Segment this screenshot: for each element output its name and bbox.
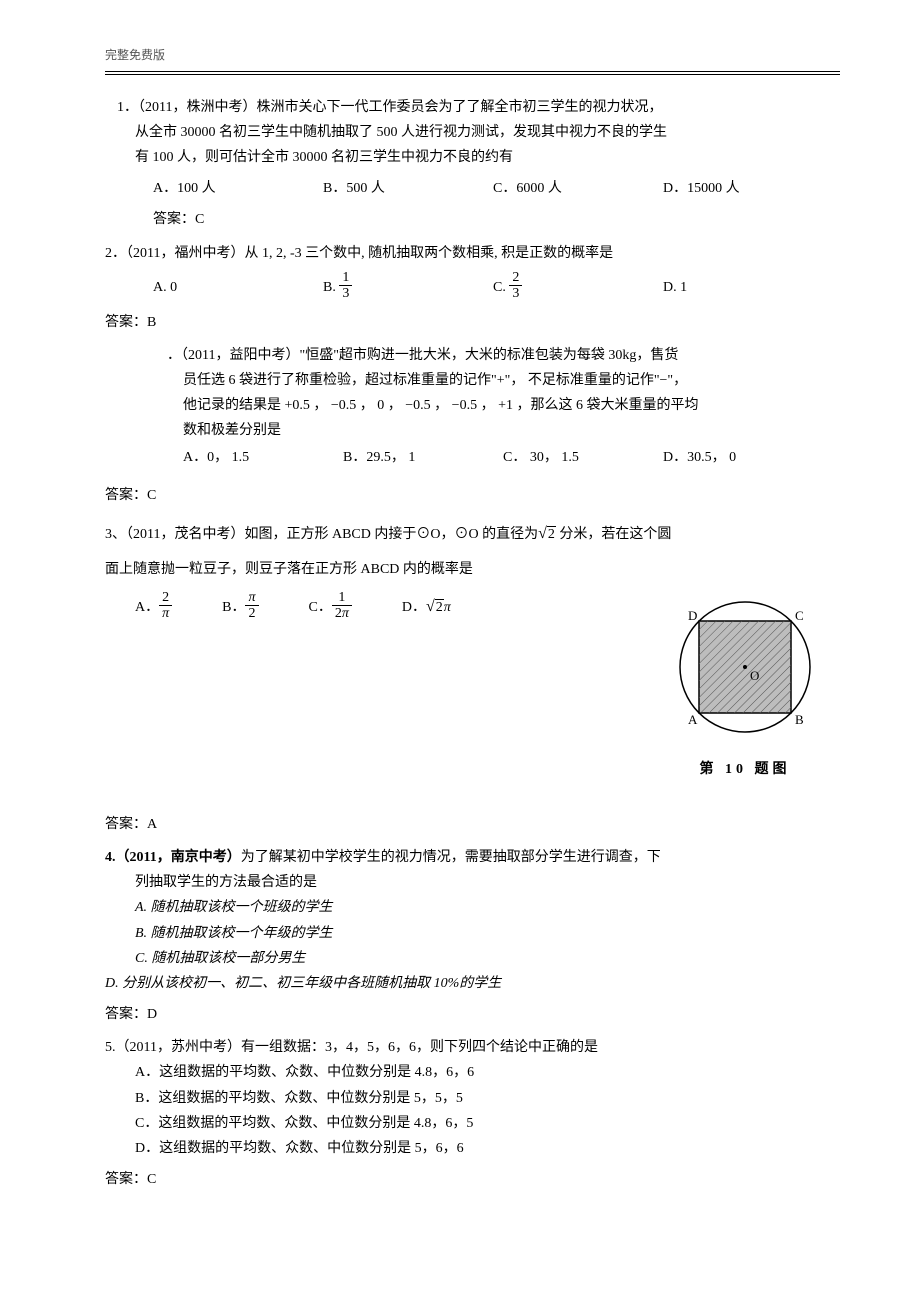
- qyy-opt-c: C． 30， 1.5: [503, 445, 663, 470]
- q2-opt-a: A. 0: [153, 275, 323, 300]
- q2-options: A. 0 B. 13 C. 23 D. 1: [105, 272, 840, 304]
- qyy-answer: 答案：C: [105, 483, 840, 508]
- q1-line3: 有 100 人，则可估计全市 30000 名初三学生中视力不良的约有: [105, 145, 840, 170]
- q4-opt-d: D. 分别从该校初一、初二、初三年级中各班随机抽取 10%的学生: [105, 971, 840, 996]
- circle-square-diagram-icon: D C A B O: [660, 592, 830, 742]
- q4-line1: 4.（2011，南京中考）为了解某初中学校学生的视力情况，需要抽取部分学生进行调…: [105, 845, 840, 870]
- q4-answer: 答案：D: [105, 1002, 840, 1027]
- label-A: A: [688, 712, 698, 727]
- question-1: 1．（2011，株洲中考）株洲市关心下一代工作委员会为了了解全市初三学生的视力状…: [105, 95, 840, 233]
- sqrt-icon: 2: [538, 520, 556, 549]
- page: 完整免费版 1．（2011，株洲中考）株洲市关心下一代工作委员会为了了解全市初三…: [0, 0, 920, 1302]
- q3-opt-c: C．12π: [309, 592, 352, 624]
- q1-answer: 答案：C: [105, 207, 840, 232]
- qyy-line4: 数和极差分别是: [105, 418, 840, 443]
- label-D: D: [688, 608, 697, 623]
- question-2: 2．（2011，福州中考）从 1, 2, -3 三个数中, 随机抽取两个数相乘,…: [105, 241, 840, 335]
- page-header: 完整免费版: [105, 45, 840, 67]
- q3-line1: 3、（2011，茂名中考）如图，正方形 ABCD 内接于⊙O，⊙O 的直径为2 …: [105, 520, 840, 549]
- q5-line1: 5.（2011，苏州中考）有一组数据：3，4，5，6，6，则下列四个结论中正确的…: [105, 1035, 840, 1060]
- q4-opt-c: C. 随机抽取该校一部分男生: [105, 946, 840, 971]
- q2-opt-b-pre: B.: [323, 280, 339, 295]
- fraction-icon: π2: [245, 590, 258, 622]
- q4-opt-b: B. 随机抽取该校一个年级的学生: [105, 921, 840, 946]
- header-rule-bottom: [105, 74, 840, 75]
- qyy-line2: 员任选 6 袋进行了称重检验，超过标准重量的记作"+"， 不足标准重量的记作"−…: [105, 368, 840, 393]
- q5-answer: 答案：C: [105, 1167, 840, 1192]
- q1-opt-c: C．6000 人: [493, 176, 663, 201]
- label-C: C: [795, 608, 804, 623]
- q3-opt-d: D．2π: [402, 593, 451, 622]
- q2-opt-b: B. 13: [323, 272, 493, 304]
- q4-line2: 列抽取学生的方法最合适的是: [105, 870, 840, 895]
- question-5: 5.（2011，苏州中考）有一组数据：3，4，5，6，6，则下列四个结论中正确的…: [105, 1035, 840, 1192]
- question-4: 4.（2011，南京中考）为了解某初中学校学生的视力情况，需要抽取部分学生进行调…: [105, 845, 840, 1027]
- q3-opt-a: A．2π: [135, 592, 172, 624]
- qyy-line3: 他记录的结果是 +0.5 ， −0.5 ， 0 ， −0.5 ， −0.5 ， …: [105, 393, 840, 418]
- q1-line1: 1．（2011，株洲中考）株洲市关心下一代工作委员会为了了解全市初三学生的视力状…: [105, 95, 840, 120]
- q1-opt-d: D．15000 人: [663, 176, 833, 201]
- q3-figure: D C A B O 第 10 题图: [660, 592, 830, 782]
- header-rule-top: [105, 71, 840, 72]
- q3-figure-caption: 第 10 题图: [660, 757, 830, 782]
- q1-opt-a: A．100 人: [153, 176, 323, 201]
- q3-line1b: 分米，若在这个圆: [559, 527, 671, 542]
- q5-opt-d: D．这组数据的平均数、众数、中位数分别是 5，6，6: [105, 1136, 840, 1161]
- fraction-icon: 23: [509, 270, 522, 302]
- qyy-opt-a: A．0， 1.5: [183, 445, 343, 470]
- q2-opt-c-pre: C.: [493, 280, 509, 295]
- fraction-icon: 13: [339, 270, 352, 302]
- label-O: O: [750, 668, 759, 683]
- q5-opt-c: C．这组数据的平均数、众数、中位数分别是 4.8，6，5: [105, 1111, 840, 1136]
- sqrt-icon: 2: [426, 593, 444, 622]
- question-yiyang: ．（2011，益阳中考）"恒盛"超市购进一批大米，大米的标准包装为每袋 30kg…: [105, 343, 840, 508]
- q2-line1: 2．（2011，福州中考）从 1, 2, -3 三个数中, 随机抽取两个数相乘,…: [105, 241, 840, 266]
- q3-line2: 面上随意抛一粒豆子，则豆子落在正方形 ABCD 内的概率是: [105, 557, 840, 582]
- q3-line1a: 3、（2011，茂名中考）如图，正方形 ABCD 内接于⊙O，⊙O 的直径为: [105, 527, 538, 542]
- q1-options: A．100 人 B．500 人 C．6000 人 D．15000 人: [105, 176, 840, 201]
- q2-answer: 答案：B: [105, 310, 840, 335]
- q3-figure-wrap: A．2π B．π2 C．12π D．2π: [105, 592, 840, 772]
- qyy-opt-b: B．29.5， 1: [343, 445, 503, 470]
- q5-opt-a: A．这组数据的平均数、众数、中位数分别是 4.8，6，6: [105, 1060, 840, 1085]
- q3-answer: 答案：A: [105, 812, 840, 837]
- q4-opt-a: A. 随机抽取该校一个班级的学生: [105, 895, 840, 920]
- q1-opt-b: B．500 人: [323, 176, 493, 201]
- qyy-opt-d: D．30.5， 0: [663, 445, 823, 470]
- q1-line2: 从全市 30000 名初三学生中随机抽取了 500 人进行视力测试，发现其中视力…: [105, 120, 840, 145]
- q3-opt-b: B．π2: [222, 592, 258, 624]
- label-B: B: [795, 712, 804, 727]
- q2-opt-d: D. 1: [663, 275, 833, 300]
- fraction-icon: 12π: [332, 590, 352, 622]
- q5-opt-b: B．这组数据的平均数、众数、中位数分别是 5，5，5: [105, 1086, 840, 1111]
- qyy-line1: ．（2011，益阳中考）"恒盛"超市购进一批大米，大米的标准包装为每袋 30kg…: [105, 343, 840, 368]
- q2-opt-c: C. 23: [493, 272, 663, 304]
- qyy-options: A．0， 1.5 B．29.5， 1 C． 30， 1.5 D．30.5， 0: [105, 445, 840, 470]
- fraction-icon: 2π: [159, 590, 172, 622]
- question-3: 3、（2011，茂名中考）如图，正方形 ABCD 内接于⊙O，⊙O 的直径为2 …: [105, 520, 840, 837]
